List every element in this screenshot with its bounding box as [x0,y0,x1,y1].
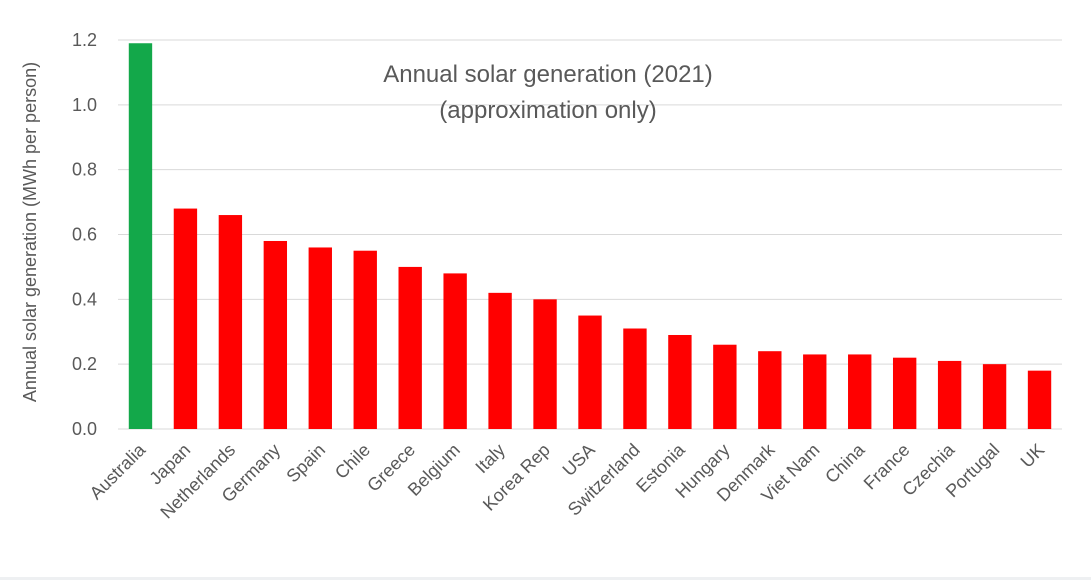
bar-spain [308,247,332,429]
y-tick-label: 0.8 [72,160,97,180]
y-axis-label: Annual solar generation (MWh per person) [20,62,40,402]
y-tick-label: 1.2 [72,30,97,50]
bar-portugal [982,364,1007,429]
bar-australia [128,43,153,429]
bar-france [892,357,917,429]
bar-italy [488,292,512,429]
bar-denmark [758,351,782,429]
x-tick-label: USA [559,440,599,480]
bar-chile [353,250,377,429]
bar-uk [1027,370,1052,429]
bar-japan [173,208,198,429]
bar-hungary [713,344,737,429]
bar-greece [398,266,422,429]
bar-china [848,354,872,429]
bar-germany [263,240,288,429]
bar-korea-rep [533,299,557,429]
chart-title: Annual solar generation (2021) [383,61,713,88]
y-tick-label: 0.4 [72,289,97,309]
bottom-divider [0,577,1091,580]
y-axis-ticks: 0.0 0.2 0.4 0.6 0.8 1.0 1.2 [72,30,97,439]
bar-switzerland [623,328,647,429]
bar-netherlands [218,215,243,429]
y-tick-label: 1.0 [72,95,97,115]
bar-czechia [937,360,962,429]
x-tick-label: Spain [282,440,329,487]
bars [128,43,1052,429]
x-tick-label: UK [1017,440,1049,472]
x-tick-label: Italy [471,440,508,477]
x-tick-label: Australia [86,439,150,503]
y-tick-label: 0.0 [72,419,97,439]
bar-usa [578,315,602,429]
y-tick-label: 0.6 [72,225,97,245]
bar-estonia [668,334,692,429]
bar-belgium [443,273,467,429]
y-tick-label: 0.2 [72,354,97,374]
bar-viet-nam [803,354,827,429]
chart-subtitle: (approximation only) [439,97,656,124]
